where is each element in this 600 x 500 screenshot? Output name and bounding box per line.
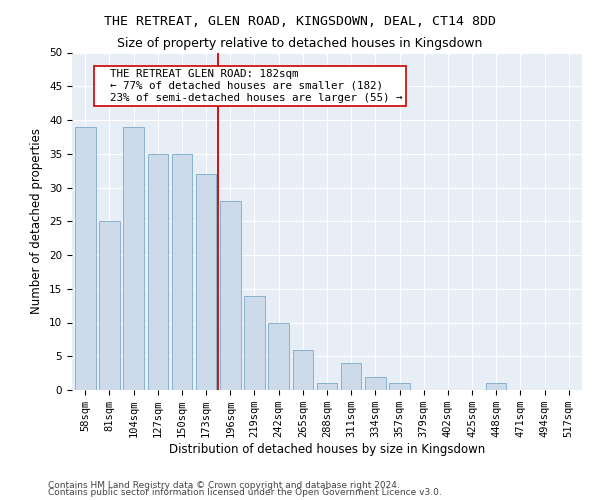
Bar — [196, 174, 217, 390]
Bar — [99, 221, 120, 390]
Bar — [293, 350, 313, 390]
X-axis label: Distribution of detached houses by size in Kingsdown: Distribution of detached houses by size … — [169, 443, 485, 456]
Bar — [389, 383, 410, 390]
Text: Size of property relative to detached houses in Kingsdown: Size of property relative to detached ho… — [118, 38, 482, 51]
Bar — [172, 154, 192, 390]
Text: THE RETREAT, GLEN ROAD, KINGSDOWN, DEAL, CT14 8DD: THE RETREAT, GLEN ROAD, KINGSDOWN, DEAL,… — [104, 15, 496, 28]
Text: Contains public sector information licensed under the Open Government Licence v3: Contains public sector information licen… — [48, 488, 442, 497]
Bar — [486, 383, 506, 390]
Bar — [365, 376, 386, 390]
Y-axis label: Number of detached properties: Number of detached properties — [31, 128, 43, 314]
Bar — [220, 201, 241, 390]
Bar — [124, 126, 144, 390]
Bar — [244, 296, 265, 390]
Bar — [75, 126, 95, 390]
Bar — [317, 383, 337, 390]
Text: Contains HM Land Registry data © Crown copyright and database right 2024.: Contains HM Land Registry data © Crown c… — [48, 480, 400, 490]
Text: THE RETREAT GLEN ROAD: 182sqm
  ← 77% of detached houses are smaller (182)
  23%: THE RETREAT GLEN ROAD: 182sqm ← 77% of d… — [97, 70, 403, 102]
Bar — [341, 363, 361, 390]
Bar — [148, 154, 168, 390]
Bar — [268, 322, 289, 390]
